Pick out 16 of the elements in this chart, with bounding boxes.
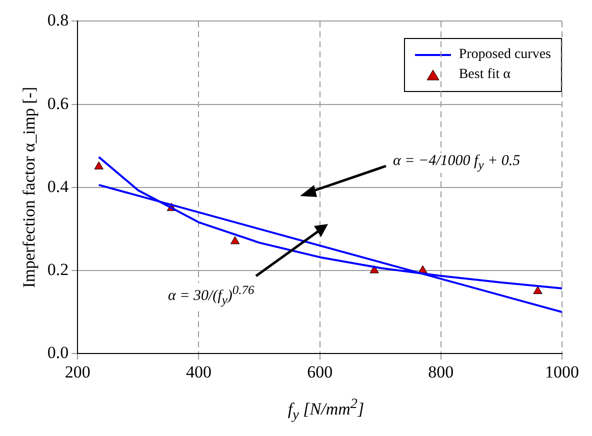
x-tick-label: 400 <box>186 362 212 382</box>
x-tick-label: 800 <box>428 362 454 382</box>
y-tick-label: 0.0 <box>47 343 69 362</box>
y-tick-label: 0.2 <box>47 260 69 279</box>
legend-label: Best fit α <box>458 67 511 83</box>
y-tick-label: 0.6 <box>47 94 69 113</box>
x-tick-label: 1000 <box>545 362 579 382</box>
legend-label: Proposed curves <box>458 47 551 63</box>
annotation: α = −4/1000 f$_{y}$ + 0.5 <box>393 153 520 173</box>
annotation: α = 30/(f$_{y}$)$^{0.76}$ <box>168 283 254 308</box>
x-tick-label: 600 <box>307 362 333 382</box>
x-tick-label: 200 <box>64 362 90 382</box>
x-axis-title: f$_{y}$ [N/mm$^{2}$] <box>286 396 366 424</box>
y-axis-title: Imperfection factor α_imp [-] <box>20 86 39 288</box>
y-tick-label: 0.4 <box>47 176 70 196</box>
y-tick-label: 0.8 <box>47 10 69 30</box>
